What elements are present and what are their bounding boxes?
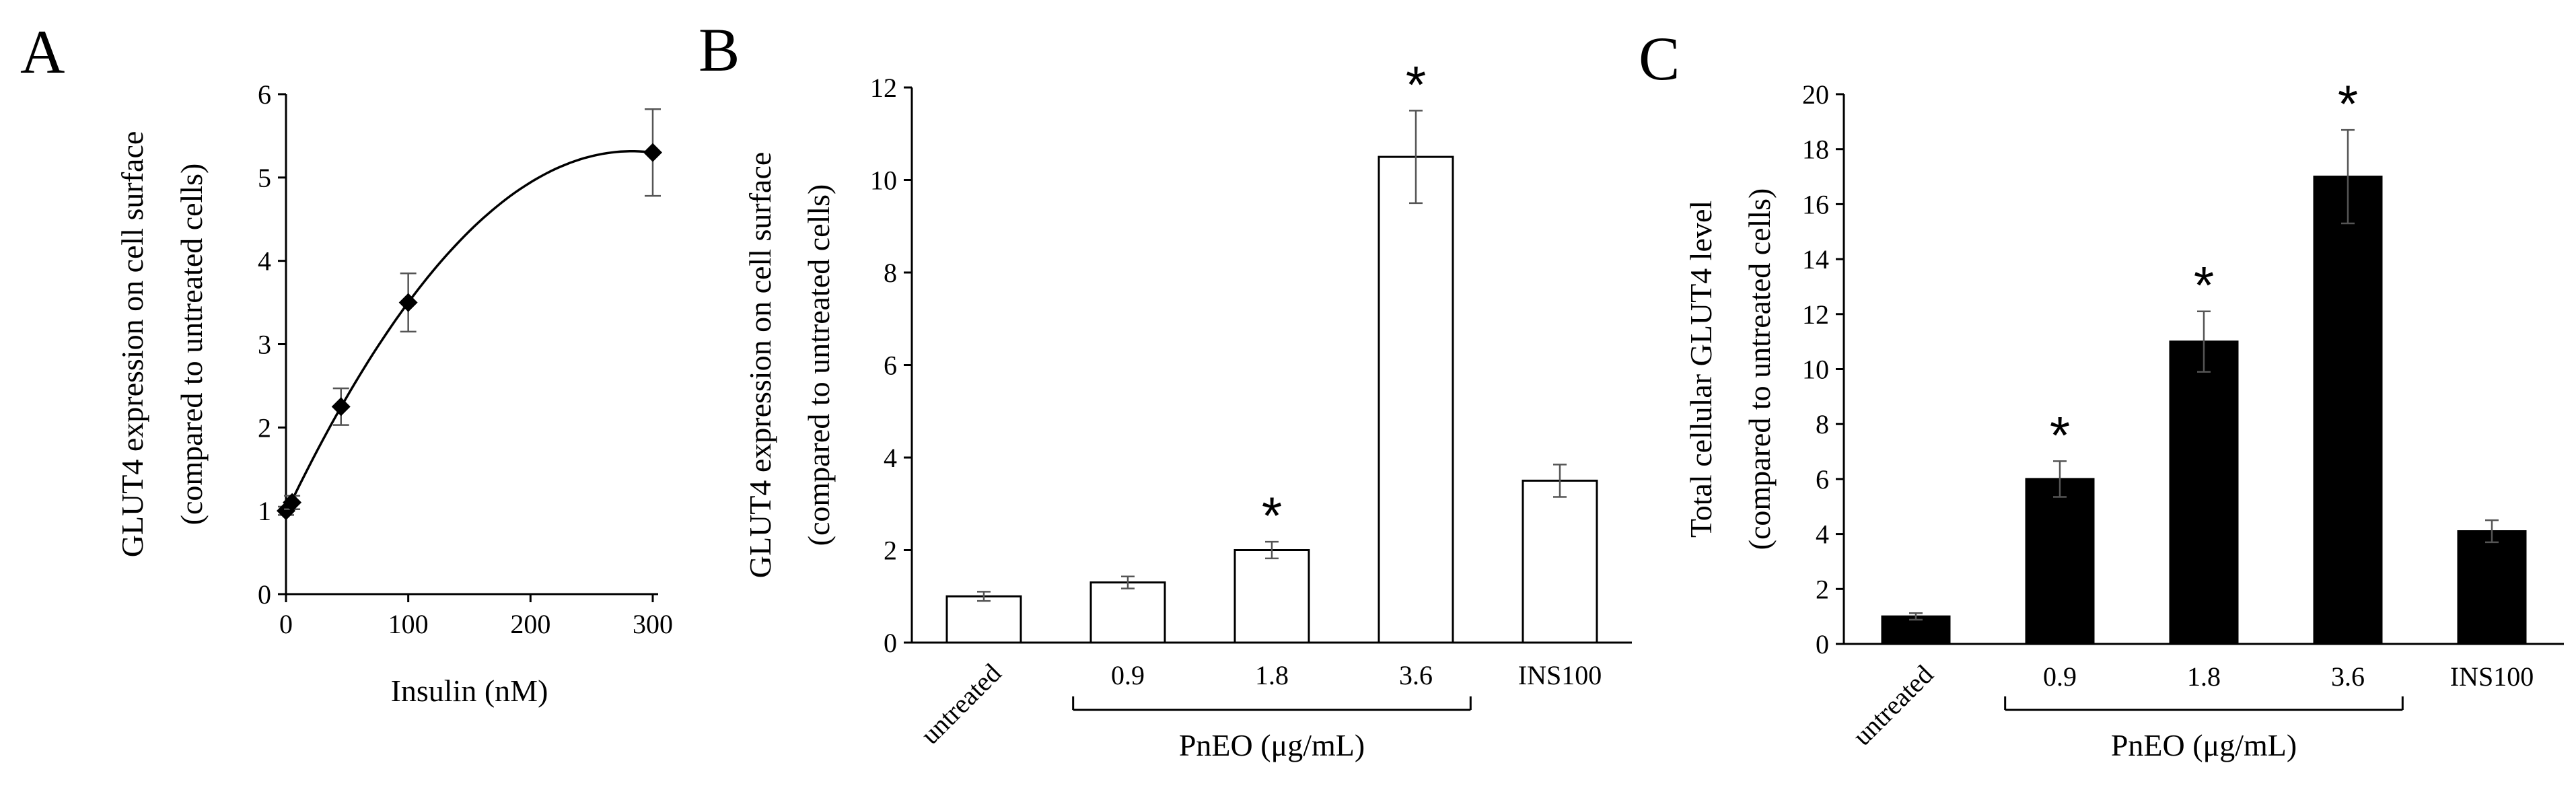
panel-a-x-tick-label: 100	[388, 609, 429, 639]
panel-c-y-tick-label: 4	[1816, 519, 1829, 550]
panel-a-y-axis-label-line1: GLUT4 expression on cell surface	[115, 131, 149, 558]
panel-c-bar	[2457, 530, 2527, 645]
panel-b-y-axis-label-line2: (compared to untreated cells)	[801, 184, 836, 546]
panel-c-error-bar	[2053, 460, 2067, 498]
panel-a-x-tick-label: 300	[633, 609, 673, 639]
panel-c-group-bracket	[2004, 696, 2404, 711]
panel-b-group-bracket	[1072, 696, 1472, 711]
panel-c-y-tick-label: 16	[1802, 189, 1829, 219]
panel-b-bar	[1089, 581, 1166, 644]
panel-b-y-tick-label: 0	[884, 628, 897, 658]
panel-a-x-tick-label: 0	[279, 609, 293, 639]
panel-b-bar	[1522, 479, 1598, 644]
panel-c-category-label: 3.6	[2331, 661, 2365, 692]
panel-b-error-bar	[1121, 575, 1135, 589]
panel-a-y-tick-label: 3	[258, 330, 271, 360]
panel-b-bar	[1378, 155, 1454, 644]
panel-c-category-label: untreated	[1847, 659, 1939, 752]
panel-a-data-point	[398, 293, 418, 312]
panel-b-significance-marker: *	[1406, 55, 1426, 114]
panel-a-y-tick-label: 4	[258, 246, 271, 277]
panel-b: B 0 2 4 6 8 10 12 GLUT4 expression on cell surf…	[699, 15, 1632, 762]
panel-a-letter: A	[20, 17, 65, 86]
panel-b-y-tick-label: 6	[884, 351, 897, 381]
panel-c-category-label: 0.9	[2043, 661, 2077, 692]
panel-c-group-label: PnEO (μg/mL)	[2111, 728, 2297, 762]
panel-b-bar	[1233, 549, 1310, 644]
panel-b-y-tick-label: 4	[884, 443, 897, 473]
panel-b-error-bar	[1553, 464, 1567, 498]
panel-c-error-bar	[2341, 129, 2355, 225]
panel-a-trendline	[285, 150, 653, 513]
panel-a-y-tick-label: 5	[258, 163, 271, 193]
panel-c-error-bar	[2485, 519, 2499, 544]
panel-b-group-label: PnEO (μg/mL)	[1179, 728, 1365, 762]
panel-b-y-axis-label-line1: GLUT4 expression on cell surface	[743, 152, 777, 579]
panel-a-y-tick-label: 1	[258, 496, 271, 526]
panel-c-y-tick-label: 6	[1816, 464, 1829, 495]
panel-c-error-bar	[1909, 612, 1923, 621]
panel-a-y-tick-label: 2	[258, 412, 271, 443]
panel-c-category-label: INS100	[2450, 661, 2534, 692]
panel-b-bar	[945, 595, 1022, 644]
panel-c-y-tick-label: 18	[1802, 135, 1829, 165]
panel-b-error-bar	[1409, 110, 1423, 205]
panel-a-data-point	[283, 493, 302, 512]
panel-c-bar	[1881, 615, 1951, 645]
panel-c-y-tick-label: 10	[1802, 355, 1829, 385]
panel-b-category-label: 3.6	[1399, 660, 1433, 690]
panel-c-y-tick-label: 14	[1802, 244, 1829, 275]
panel-b-y-tick-label: 10	[870, 166, 897, 196]
panel-b-y-tick-label: 8	[884, 258, 897, 288]
panel-a: A 0 1 2 3 4 5 6 0 100 200 300 Insulin (nM) GLUT4 exp…	[20, 17, 673, 708]
panel-c-significance-marker: *	[2194, 256, 2214, 315]
panel-b-error-bar	[977, 591, 991, 602]
panel-b-y-tick-label: 2	[884, 536, 897, 566]
panel-b-letter: B	[699, 15, 740, 84]
panel-a-x-tick-label: 200	[510, 609, 550, 639]
panel-c-bar	[2169, 340, 2239, 645]
panel-a-y-tick-label: 6	[258, 79, 271, 110]
panel-c-significance-marker: *	[2338, 74, 2358, 133]
panel-a-data-point	[331, 397, 351, 417]
panel-c-letter: C	[1639, 24, 1680, 93]
panel-b-y-tick-label: 12	[870, 73, 897, 103]
panel-c-y-tick-label: 12	[1802, 299, 1829, 330]
panel-c-error-bar	[2197, 310, 2211, 373]
panel-c-bar	[2313, 176, 2383, 645]
panel-c-y-tick-label: 20	[1802, 79, 1829, 110]
panel-c-y-axis-label-line1: Total cellular GLUT4 level	[1684, 201, 1718, 538]
panel-a-y-tick-label: 0	[258, 579, 271, 610]
panel-c-bar	[2025, 478, 2095, 645]
panel-c-significance-marker: *	[2050, 405, 2070, 464]
panel-c-category-label: 1.8	[2187, 661, 2221, 692]
panel-c-y-tick-label: 0	[1816, 629, 1829, 659]
panel-c: C 0 2 4 6 8 10 12 14 16 18 20 Total cellular GLUT4 …	[1639, 24, 2564, 762]
panel-c-y-axis-label-line2: (compared to untreated cells)	[1742, 188, 1777, 550]
panel-b-category-label: INS100	[1518, 660, 1602, 690]
panel-a-data-point	[643, 143, 662, 162]
panel-b-category-label: 0.9	[1111, 660, 1145, 690]
panel-a-x-axis-label: Insulin (nM)	[391, 674, 548, 708]
panel-b-error-bar	[1265, 540, 1279, 560]
panel-a-y-axis-label-line2: (compared to untreated cells)	[174, 164, 209, 526]
panel-c-y-tick-label: 2	[1816, 574, 1829, 604]
panel-b-category-label: 1.8	[1255, 660, 1289, 690]
panel-b-category-label: untreated	[915, 658, 1007, 750]
panel-b-significance-marker: *	[1262, 486, 1282, 545]
panel-c-y-tick-label: 8	[1816, 409, 1829, 439]
